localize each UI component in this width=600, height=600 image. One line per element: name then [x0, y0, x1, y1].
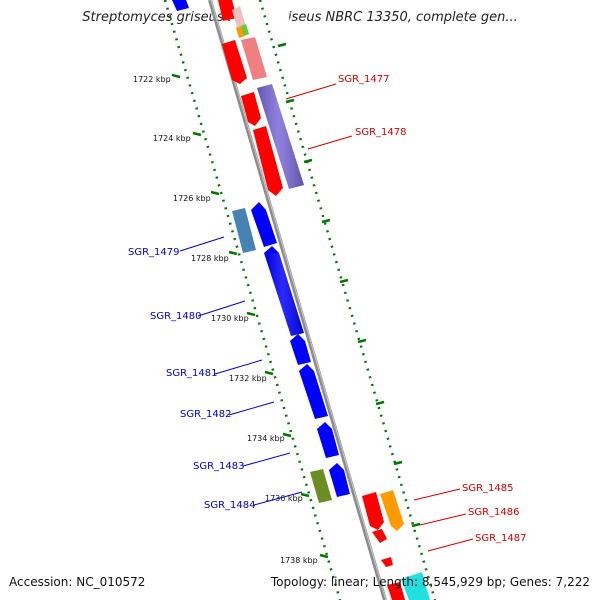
tick-label: 1722 kbp	[133, 75, 171, 84]
gene-sgr-1483[interactable]	[317, 422, 339, 458]
callout-line-sgr-1477	[285, 83, 337, 100]
callout-line-sgr-1487	[427, 538, 474, 552]
gene-sgr-1479-box[interactable]	[232, 208, 256, 253]
tick-mark	[321, 218, 331, 224]
callout-line-sgr-1485	[413, 488, 461, 501]
gene-top-green[interactable]	[241, 24, 249, 36]
gene-sgr-1482[interactable]	[299, 364, 328, 419]
gene-bottom-red[interactable]	[387, 582, 405, 600]
tick-mark	[277, 42, 287, 48]
right-scale-ticks	[277, 42, 421, 528]
tick-mark	[375, 400, 385, 406]
gene-bottom-cyan[interactable]	[401, 572, 430, 600]
tick-mark	[228, 250, 238, 256]
gene-sgr-1479-arrow[interactable]	[251, 202, 277, 247]
tick-label: 1734 kbp	[247, 434, 285, 443]
forward-lane	[225, 0, 425, 600]
tick-mark	[339, 278, 349, 284]
tick-label: 1736 kbp	[265, 494, 303, 503]
gene-sgr-1478-red[interactable]	[253, 126, 283, 196]
gene-label-sgr-1484[interactable]: SGR_1484	[204, 500, 256, 511]
gene-label-sgr-1481[interactable]: SGR_1481	[166, 368, 218, 379]
gene-sgr-1481[interactable]	[290, 334, 311, 365]
tick-mark	[192, 131, 202, 137]
backbone-line	[208, 0, 387, 600]
callout-line-sgr-1484	[253, 491, 303, 506]
gene-label-sgr-1482[interactable]: SGR_1482	[180, 409, 232, 420]
tick-label: 1738 kbp	[280, 556, 318, 565]
tick-mark	[171, 73, 181, 79]
gene-arrow-top-blue[interactable]	[172, 0, 189, 11]
tick-mark	[282, 432, 292, 438]
callout-line-sgr-1478	[307, 135, 353, 150]
gene-label-sgr-1487[interactable]: SGR_1487	[475, 533, 527, 544]
shade-sgr-1480	[264, 253, 304, 336]
tick-mark	[285, 98, 295, 104]
topology-text: Topology: linear; Length: 8,545,929 bp; …	[270, 575, 590, 589]
gene-label-sgr-1479[interactable]: SGR_1479	[128, 247, 180, 258]
tick-mark	[264, 370, 274, 376]
gene-label-sgr-1486[interactable]: SGR_1486	[468, 507, 520, 518]
gene-sgr-1477[interactable]	[241, 92, 261, 126]
callout-line-sgr-1483	[242, 452, 291, 467]
tick-label: 1724 kbp	[153, 134, 191, 143]
gene-label-sgr-1480[interactable]: SGR_1480	[150, 311, 202, 322]
tick-label: 1730 kbp	[211, 314, 249, 323]
scale-ticks	[171, 73, 329, 559]
gene-sgr-1484-arrow[interactable]	[329, 463, 350, 497]
tick-mark	[411, 522, 421, 528]
tick-mark	[210, 190, 220, 196]
gene-top-red-2[interactable]	[222, 40, 247, 84]
gene-label-sgr-1477[interactable]: SGR_1477	[338, 74, 390, 85]
gene-top-red-1[interactable]	[218, 0, 237, 21]
shade-sgr-1478-purple	[257, 84, 304, 189]
tick-mark	[303, 158, 313, 164]
right-callouts	[285, 83, 474, 552]
tick-mark	[393, 460, 403, 466]
tick-label: 1728 kbp	[191, 254, 229, 263]
left-dotted-axis	[163, 0, 342, 600]
gene-top-salmon[interactable]	[241, 37, 267, 80]
callout-line-sgr-1480	[197, 300, 246, 317]
tick-label: 1732 kbp	[229, 374, 267, 383]
gene-sgr-1487[interactable]	[381, 557, 393, 567]
backbone-highlight	[210, 0, 387, 600]
gene-sgr-1486[interactable]	[380, 490, 404, 531]
gene-shading	[257, 84, 304, 336]
callout-line-sgr-1486	[419, 513, 467, 526]
callout-line-sgr-1481	[214, 359, 263, 375]
gene-label-sgr-1483[interactable]: SGR_1483	[193, 461, 245, 472]
accession-text: Accession: NC_010572	[9, 575, 146, 589]
tick-mark	[357, 338, 367, 344]
gene-label-sgr-1478[interactable]: SGR_1478	[355, 127, 407, 138]
gene-sgr-1484-box[interactable]	[310, 469, 332, 503]
gene-sgr-1485[interactable]	[362, 492, 384, 530]
callout-line-sgr-1479	[179, 236, 225, 252]
tick-label: 1726 kbp	[173, 194, 211, 203]
map-title: Streptomyces griseus subsp. griseus NBRC…	[82, 10, 518, 25]
gene-label-sgr-1485[interactable]: SGR_1485	[462, 483, 514, 494]
tick-mark	[300, 492, 310, 498]
tick-mark	[319, 553, 329, 559]
left-callouts	[179, 236, 303, 506]
tick-mark	[246, 311, 256, 317]
gene-sgr-1485-small[interactable]	[372, 529, 387, 543]
callout-line-sgr-1482	[228, 401, 275, 416]
